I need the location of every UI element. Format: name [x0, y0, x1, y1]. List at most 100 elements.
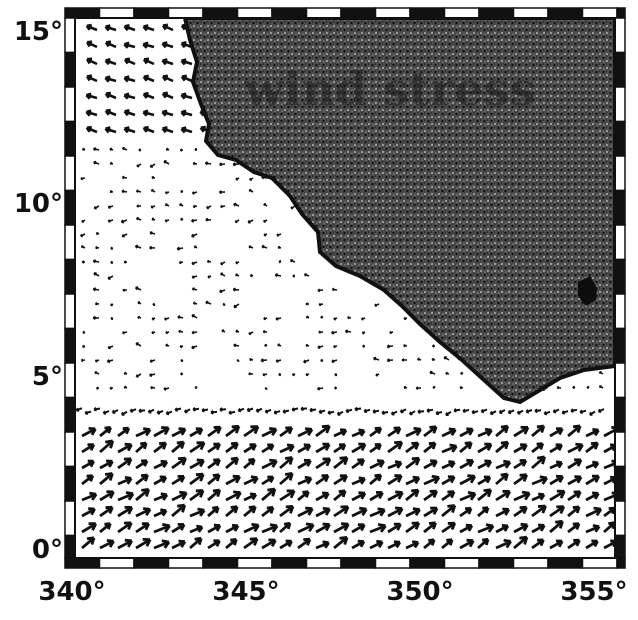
- wind-arrow: [403, 385, 408, 390]
- wind-arrow: [431, 357, 436, 362]
- wind-arrow: [80, 233, 86, 238]
- wind-arrow: [180, 109, 193, 117]
- wind-arrow: [207, 275, 212, 279]
- wind-arrow: [153, 459, 169, 470]
- wind-arrow: [279, 456, 294, 470]
- frame-segment: [614, 396, 626, 433]
- wind-arrow: [85, 57, 98, 66]
- wind-arrow: [237, 407, 245, 413]
- wind-arrow: [423, 441, 437, 454]
- wind-arrow: [92, 259, 100, 264]
- wind-arrow: [183, 408, 191, 414]
- wind-arrow: [163, 160, 170, 165]
- wind-arrow: [333, 522, 350, 534]
- wind-arrow: [531, 424, 546, 438]
- wind-arrow: [327, 410, 335, 415]
- wind-arrow: [369, 473, 383, 486]
- wind-arrow: [423, 521, 437, 534]
- wind-arrow: [189, 524, 204, 534]
- wind-arrow: [191, 275, 198, 279]
- wind-arrow: [549, 460, 564, 470]
- frame-segment: [236, 557, 273, 569]
- wind-arrow: [228, 410, 236, 415]
- wind-arrow: [549, 443, 563, 454]
- wind-arrow: [525, 409, 533, 414]
- wind-arrow: [80, 245, 86, 249]
- wind-arrow: [102, 410, 110, 415]
- wind-arrow: [164, 191, 170, 195]
- wind-arrow: [387, 426, 402, 438]
- frame-segment: [98, 557, 135, 569]
- x-tick-label: 350°: [386, 577, 453, 607]
- wind-arrow: [85, 125, 98, 134]
- wind-arrow: [81, 459, 95, 470]
- wind-arrow: [120, 219, 128, 224]
- wind-arrow: [279, 521, 292, 534]
- wind-arrow: [441, 490, 456, 502]
- frame-segment: [133, 7, 170, 19]
- wind-arrow: [171, 539, 187, 550]
- wind-arrow: [570, 408, 578, 413]
- frame-segment: [443, 557, 480, 569]
- frame-segment: [512, 557, 549, 569]
- wind-arrow: [345, 408, 353, 414]
- wind-arrow: [135, 189, 142, 193]
- frame-segment: [64, 86, 76, 123]
- wind-arrow: [248, 189, 254, 193]
- wind-arrow: [279, 505, 295, 518]
- wind-arrow: [121, 175, 128, 180]
- wind-arrow: [315, 442, 331, 454]
- wind-arrow: [603, 491, 615, 502]
- wind-arrow: [445, 371, 450, 376]
- wind-arrow: [120, 410, 128, 416]
- wind-arrow: [179, 345, 184, 349]
- wind-arrow: [351, 476, 366, 486]
- wind-arrow: [333, 344, 338, 349]
- wind-arrow: [459, 385, 464, 390]
- wind-arrow: [495, 424, 510, 438]
- wind-arrow: [585, 491, 600, 502]
- wind-arrow: [588, 410, 596, 416]
- wind-arrow: [189, 427, 204, 438]
- wind-arrow: [516, 409, 524, 415]
- y-tick-label: 15°: [14, 17, 63, 47]
- wind-arrow: [387, 460, 403, 470]
- wind-arrow: [585, 474, 601, 486]
- wind-arrow: [121, 146, 128, 151]
- wind-arrow: [495, 489, 511, 502]
- frame-segment: [64, 534, 76, 559]
- x-tick-label: 345°: [212, 577, 279, 607]
- wind-arrow: [585, 524, 601, 534]
- wind-arrow: [531, 492, 546, 502]
- wind-arrow: [110, 246, 114, 250]
- wind-arrow: [207, 523, 222, 534]
- wind-arrow: [192, 204, 198, 209]
- wind-arrow: [225, 456, 240, 470]
- wind-arrow: [309, 407, 317, 413]
- wind-arrow: [104, 40, 117, 49]
- wind-arrow: [243, 522, 260, 534]
- frame-segment: [374, 557, 411, 569]
- wind-arrow: [150, 385, 156, 390]
- wind-arrow: [249, 177, 254, 181]
- frame-segment: [64, 557, 101, 569]
- wind-arrow: [151, 331, 156, 335]
- wind-arrow: [135, 488, 151, 502]
- wind-arrow: [531, 504, 547, 518]
- wind-arrow: [495, 524, 510, 534]
- wind-arrow: [190, 218, 198, 223]
- wind-arrow: [441, 443, 458, 454]
- wind-arrow: [225, 441, 239, 454]
- wind-arrow: [176, 246, 184, 251]
- wind-arrow: [405, 521, 421, 534]
- wind-arrow: [117, 491, 135, 502]
- wind-arrow: [122, 288, 128, 292]
- wind-arrow: [220, 261, 226, 266]
- wind-arrow: [99, 490, 115, 502]
- wind-arrow: [104, 24, 117, 32]
- wind-arrow: [153, 441, 168, 454]
- wind-arrow: [549, 519, 564, 534]
- wind-arrow: [249, 273, 254, 278]
- wind-arrow: [567, 475, 583, 486]
